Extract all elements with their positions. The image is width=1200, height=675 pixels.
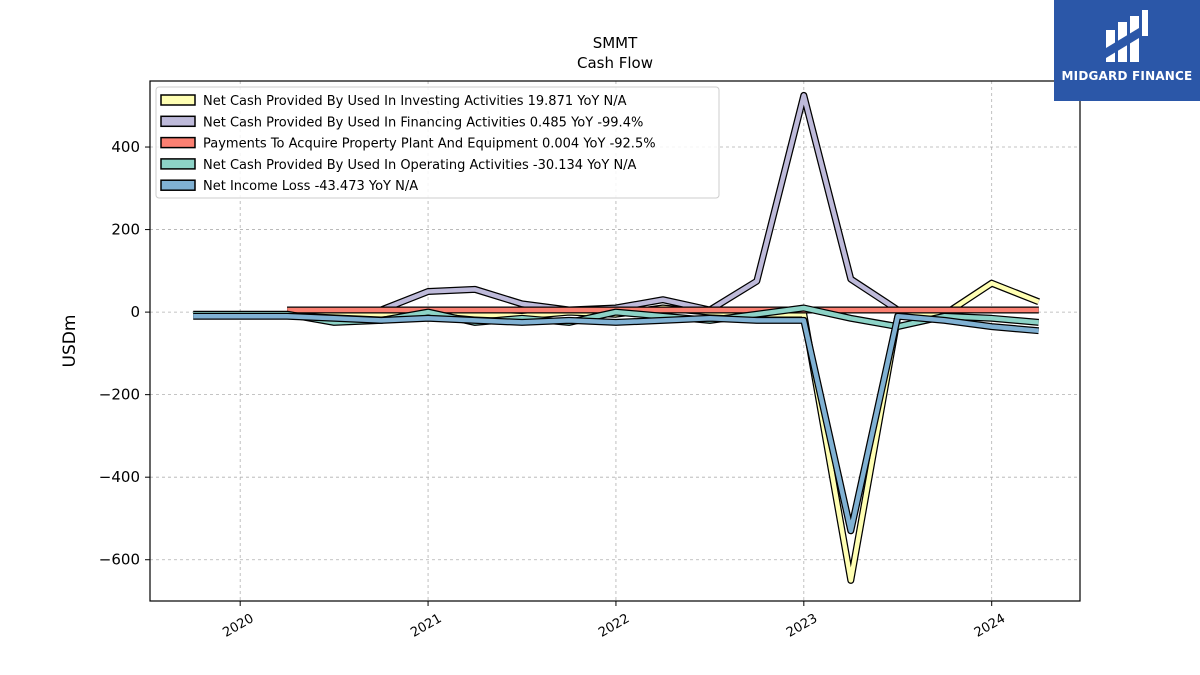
legend-swatch [160, 94, 196, 106]
y-tick-label: −200 [99, 386, 140, 404]
x-tick-label: 2024 [972, 611, 1008, 641]
legend-label: Net Cash Provided By Used In Operating A… [203, 158, 637, 173]
series-line [287, 280, 1040, 583]
series-line [193, 313, 1039, 534]
y-tick-label: 200 [111, 221, 140, 239]
legend-swatch [160, 115, 196, 128]
series-1 [287, 279, 1040, 584]
legend-swatch [160, 179, 196, 191]
x-tick-label: 2023 [784, 611, 820, 641]
y-axis-label: USDm [60, 315, 80, 368]
legend-box [155, 86, 720, 199]
y-tick-label: −400 [99, 468, 140, 486]
brand-logo: MIDGARD FINANCE [1054, 0, 1200, 101]
x-tick-label: 2022 [596, 611, 632, 641]
y-tick-label: 400 [111, 138, 140, 156]
y-tick-label: 0 [130, 303, 140, 321]
plot-frame [149, 80, 1081, 602]
x-tick-label: 2021 [408, 611, 444, 641]
legend-swatch [160, 158, 196, 170]
chart-title: SMMT [593, 34, 638, 52]
legend-label: Net Cash Provided By Used In Financing A… [203, 115, 643, 130]
legend-swatch [160, 136, 196, 149]
series-lines [193, 91, 1040, 584]
axis-ticks: 400 200 0 −200 −400 −600 2020 2021 2022 2023 2024 [99, 138, 1008, 641]
brand-name: MIDGARD FINANCE [1061, 69, 1193, 83]
chart-subtitle: Cash Flow [577, 54, 653, 72]
legend-label: Payments To Acquire Property Plant And E… [203, 137, 656, 152]
legend-label: Net Cash Provided By Used In Investing A… [203, 94, 627, 109]
y-tick-label: −600 [99, 551, 140, 569]
logo-mark-icon [1106, 10, 1148, 62]
legend: Net Cash Provided By Used In Investing A… [155, 86, 720, 199]
legend-label: Net Income Loss -43.473 YoY N/A [203, 179, 418, 194]
series-line-outline [287, 279, 1040, 584]
x-tick-label: 2020 [220, 611, 256, 641]
series-5 [193, 312, 1040, 535]
